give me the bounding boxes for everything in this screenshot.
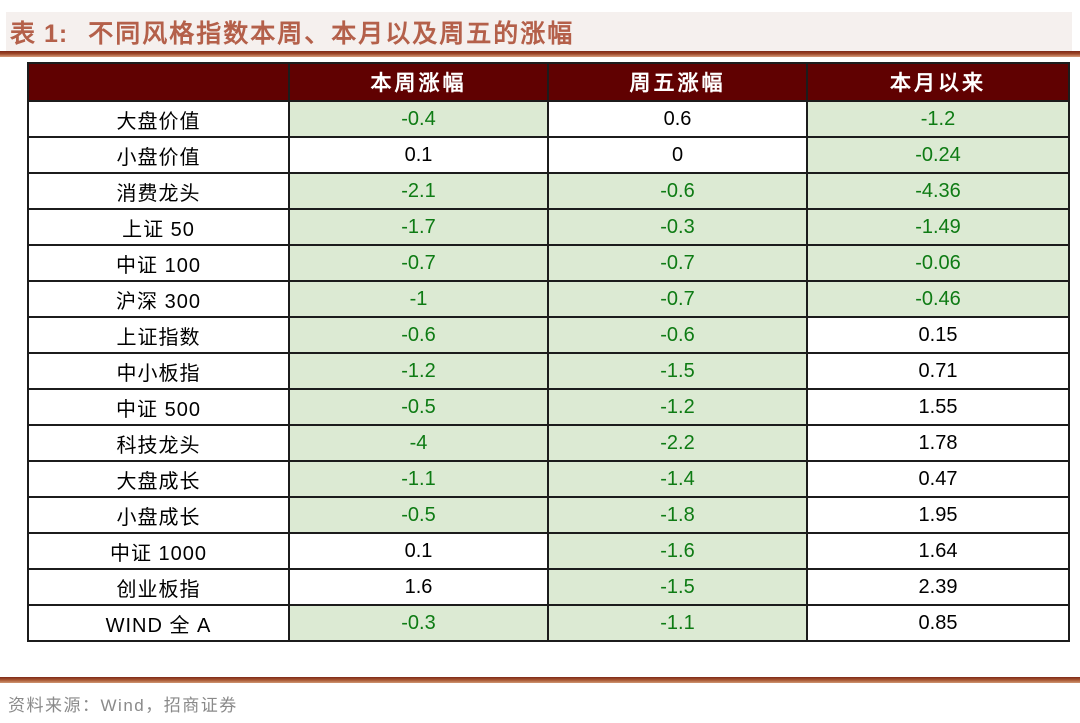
value-cell: -1.1 xyxy=(288,460,549,498)
index-row: 沪深 300 -1 -0.7 -0.46 xyxy=(27,280,1070,318)
value-cell: -0.4 xyxy=(288,100,549,138)
value-cell: -0.7 xyxy=(288,244,549,282)
table-header-row: 本周涨幅 周五涨幅 本月以来 xyxy=(27,62,1070,102)
value-cell: -1.5 xyxy=(547,352,808,390)
title-rule-divider xyxy=(0,51,1080,57)
index-name-cell: 小盘成长 xyxy=(27,496,290,534)
index-row: 科技龙头 -4 -2.2 1.78 xyxy=(27,424,1070,462)
index-row: 小盘价值 0.1 0 -0.24 xyxy=(27,136,1070,174)
index-row: 中小板指 -1.2 -1.5 0.71 xyxy=(27,352,1070,390)
value-cell: -1.8 xyxy=(547,496,808,534)
table-number-label: 表 1: xyxy=(10,19,69,48)
column-header-month: 本月以来 xyxy=(806,62,1070,102)
value-cell: -2.1 xyxy=(288,172,549,210)
index-row: 消费龙头 -2.1 -0.6 -4.36 xyxy=(27,172,1070,210)
column-header-week: 本周涨幅 xyxy=(288,62,549,102)
index-name-cell: 上证指数 xyxy=(27,316,290,354)
value-cell: 1.95 xyxy=(806,496,1070,534)
index-name-cell: 大盘成长 xyxy=(27,460,290,498)
value-cell: 0 xyxy=(547,136,808,174)
index-name-cell: WIND 全 A xyxy=(27,604,290,642)
value-cell: -1.49 xyxy=(806,208,1070,246)
index-name-cell: 中证 500 xyxy=(27,388,290,426)
value-cell: -1.4 xyxy=(547,460,808,498)
index-row: 小盘成长 -0.5 -1.8 1.95 xyxy=(27,496,1070,534)
value-cell: 0.85 xyxy=(806,604,1070,642)
value-cell: 0.47 xyxy=(806,460,1070,498)
index-name-cell: 中小板指 xyxy=(27,352,290,390)
value-cell: 1.6 xyxy=(288,568,549,606)
value-cell: -0.46 xyxy=(806,280,1070,318)
value-cell: -0.6 xyxy=(547,172,808,210)
index-row: 上证指数 -0.6 -0.6 0.15 xyxy=(27,316,1070,354)
index-name-cell: 沪深 300 xyxy=(27,280,290,318)
index-row: WIND 全 A -0.3 -1.1 0.85 xyxy=(27,604,1070,642)
value-cell: -1 xyxy=(288,280,549,318)
index-name-cell: 消费龙头 xyxy=(27,172,290,210)
value-cell: -0.6 xyxy=(288,316,549,354)
source-note: 资料来源：Wind，招商证券 xyxy=(8,696,238,715)
column-header-friday: 周五涨幅 xyxy=(547,62,808,102)
index-name-cell: 创业板指 xyxy=(27,568,290,606)
index-name-cell: 上证 50 xyxy=(27,208,290,246)
index-row: 上证 50 -1.7 -0.3 -1.49 xyxy=(27,208,1070,246)
value-cell: -1.1 xyxy=(547,604,808,642)
value-cell: -1.2 xyxy=(547,388,808,426)
bottom-rule-divider xyxy=(0,677,1080,683)
index-row: 中证 500 -0.5 -1.2 1.55 xyxy=(27,388,1070,426)
value-cell: -0.7 xyxy=(547,244,808,282)
value-cell: -0.06 xyxy=(806,244,1070,282)
value-cell: -0.6 xyxy=(547,316,808,354)
corner-header-cell xyxy=(27,62,290,102)
value-cell: -0.24 xyxy=(806,136,1070,174)
value-cell: -1.7 xyxy=(288,208,549,246)
index-row: 创业板指 1.6 -1.5 2.39 xyxy=(27,568,1070,606)
value-cell: 1.64 xyxy=(806,532,1070,570)
value-cell: -1.5 xyxy=(547,568,808,606)
value-cell: 0.1 xyxy=(288,532,549,570)
value-cell: 2.39 xyxy=(806,568,1070,606)
value-cell: -1.6 xyxy=(547,532,808,570)
index-name-cell: 中证 100 xyxy=(27,244,290,282)
value-cell: -4.36 xyxy=(806,172,1070,210)
value-cell: -0.5 xyxy=(288,496,549,534)
table-body: 大盘价值 -0.4 0.6 -1.2 小盘价值 0.1 0 -0.24 消费龙头 -2.1 -0.6… xyxy=(27,100,1070,642)
value-cell: -0.3 xyxy=(288,604,549,642)
value-cell: -0.7 xyxy=(547,280,808,318)
table-title: 不同风格指数本周、本月以及周五的涨幅 xyxy=(88,19,575,48)
value-cell: -1.2 xyxy=(288,352,549,390)
value-cell: -4 xyxy=(288,424,549,462)
value-cell: 0.15 xyxy=(806,316,1070,354)
value-cell: 0.6 xyxy=(547,100,808,138)
value-cell: -2.2 xyxy=(547,424,808,462)
value-cell: 0.71 xyxy=(806,352,1070,390)
table-title-bar: 表 1: 不同风格指数本周、本月以及周五的涨幅 xyxy=(6,12,1072,51)
index-name-cell: 中证 1000 xyxy=(27,532,290,570)
index-name-cell: 大盘价值 xyxy=(27,100,290,138)
index-row: 大盘价值 -0.4 0.6 -1.2 xyxy=(27,100,1070,138)
value-cell: -0.5 xyxy=(288,388,549,426)
style-index-table: 本周涨幅 周五涨幅 本月以来 大盘价值 -0.4 0.6 -1.2 小盘价值 0.1 0 -0… xyxy=(27,62,1070,642)
value-cell: 1.55 xyxy=(806,388,1070,426)
value-cell: -1.2 xyxy=(806,100,1070,138)
index-name-cell: 科技龙头 xyxy=(27,424,290,462)
index-row: 中证 100 -0.7 -0.7 -0.06 xyxy=(27,244,1070,282)
index-row: 大盘成长 -1.1 -1.4 0.47 xyxy=(27,460,1070,498)
index-row: 中证 1000 0.1 -1.6 1.64 xyxy=(27,532,1070,570)
value-cell: -0.3 xyxy=(547,208,808,246)
index-name-cell: 小盘价值 xyxy=(27,136,290,174)
value-cell: 1.78 xyxy=(806,424,1070,462)
value-cell: 0.1 xyxy=(288,136,549,174)
